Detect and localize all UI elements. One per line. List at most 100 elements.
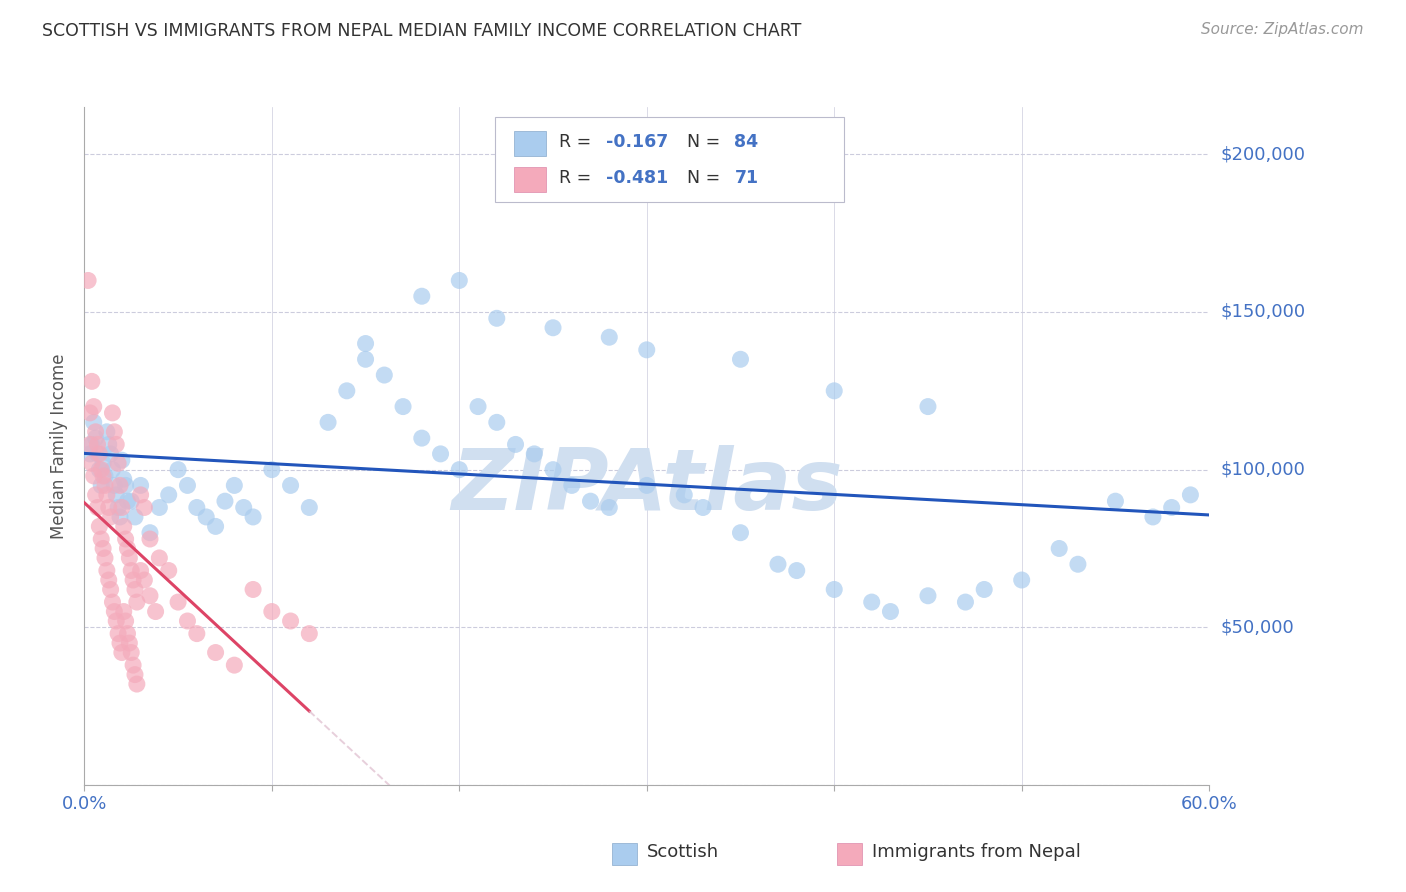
Point: [122, 658, 145, 673]
Point: [373, 368, 395, 382]
Point: [125, 595, 148, 609]
Point: [91, 541, 114, 556]
Point: [107, 500, 129, 515]
Point: [232, 500, 254, 515]
Point: [354, 352, 377, 367]
Point: [598, 500, 620, 515]
Point: [120, 646, 142, 660]
Point: [148, 550, 170, 565]
Point: [83, 400, 105, 414]
Point: [100, 582, 122, 597]
Point: [83, 469, 105, 483]
Point: [114, 478, 136, 492]
Point: [541, 463, 564, 477]
Point: [214, 494, 236, 508]
Point: [139, 589, 162, 603]
Point: [485, 415, 508, 429]
Point: [107, 626, 129, 640]
Point: [860, 595, 883, 609]
Point: [260, 463, 283, 477]
Point: [79, 406, 101, 420]
Text: $150,000: $150,000: [1220, 303, 1305, 321]
Point: [108, 478, 131, 492]
Y-axis label: Median Family Income: Median Family Income: [51, 353, 69, 539]
Point: [122, 573, 145, 587]
Point: [917, 589, 939, 603]
Point: [1180, 488, 1202, 502]
Point: [118, 636, 141, 650]
Point: [1142, 510, 1164, 524]
Text: $200,000: $200,000: [1220, 145, 1305, 163]
Point: [118, 550, 141, 565]
Point: [101, 406, 124, 420]
Point: [120, 564, 142, 578]
Text: R =: R =: [560, 169, 596, 186]
Point: [77, 273, 100, 287]
Point: [955, 595, 977, 609]
Text: N =: N =: [688, 133, 725, 151]
Point: [411, 431, 433, 445]
Bar: [515, 167, 546, 193]
Point: [354, 336, 377, 351]
Point: [86, 437, 108, 451]
Text: Scottish: Scottish: [647, 843, 718, 861]
Point: [112, 519, 135, 533]
Text: ZIPAtlas: ZIPAtlas: [451, 445, 842, 528]
Point: [112, 605, 135, 619]
Text: R =: R =: [560, 133, 596, 151]
Point: [134, 500, 156, 515]
Point: [636, 478, 658, 492]
Point: [973, 582, 995, 597]
Point: [79, 437, 101, 451]
Point: [105, 488, 128, 502]
Text: -0.167: -0.167: [606, 133, 668, 151]
Point: [90, 463, 112, 477]
Point: [195, 510, 218, 524]
Point: [103, 478, 125, 492]
Point: [449, 463, 471, 477]
Point: [101, 463, 124, 477]
Point: [94, 478, 117, 492]
Point: [167, 595, 190, 609]
Point: [505, 437, 527, 451]
Point: [186, 500, 208, 515]
Point: [692, 500, 714, 515]
Point: [97, 437, 120, 451]
Point: [134, 573, 156, 587]
Point: [108, 510, 131, 524]
Point: [1011, 573, 1033, 587]
Point: [280, 478, 302, 492]
Point: [541, 320, 564, 334]
Point: [124, 510, 146, 524]
Point: [157, 564, 180, 578]
Point: [186, 626, 208, 640]
Point: [336, 384, 359, 398]
Point: [224, 478, 246, 492]
Point: [111, 453, 134, 467]
Point: [101, 595, 124, 609]
Point: [111, 500, 134, 515]
Point: [80, 437, 103, 451]
Point: [108, 636, 131, 650]
Point: [89, 519, 111, 533]
Point: [125, 677, 148, 691]
Text: $50,000: $50,000: [1220, 618, 1294, 636]
Point: [84, 431, 107, 445]
Point: [107, 456, 129, 470]
Point: [145, 605, 167, 619]
Point: [411, 289, 433, 303]
Text: 84: 84: [734, 133, 759, 151]
Text: -0.481: -0.481: [606, 169, 668, 186]
Point: [124, 582, 146, 597]
Point: [94, 469, 117, 483]
Point: [598, 330, 620, 344]
Point: [467, 400, 489, 414]
Point: [786, 564, 808, 578]
Point: [823, 582, 845, 597]
Point: [91, 469, 114, 483]
Point: [114, 614, 136, 628]
Point: [730, 525, 752, 540]
Point: [730, 352, 752, 367]
Point: [114, 532, 136, 546]
Point: [523, 447, 546, 461]
